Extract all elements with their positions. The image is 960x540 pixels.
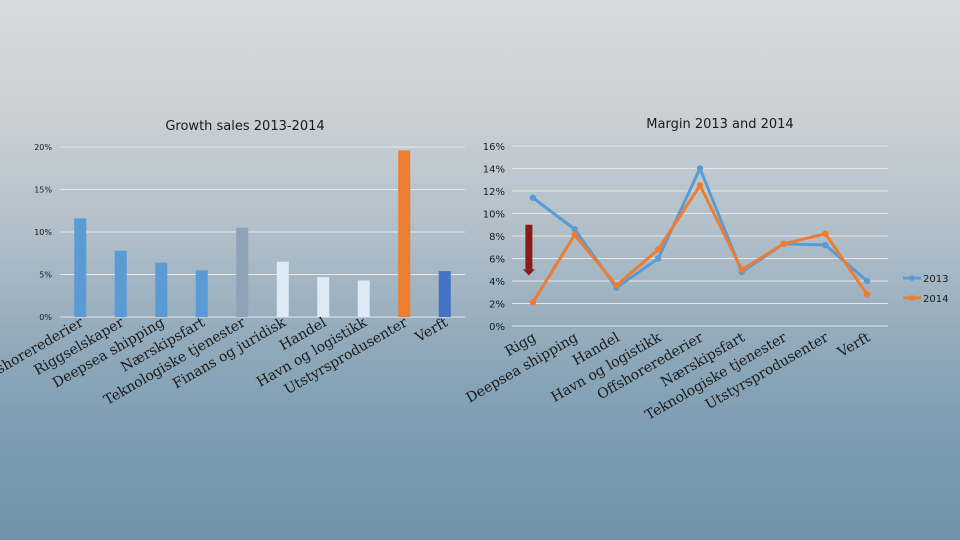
data-point: [696, 165, 704, 172]
y-tick-label: 14%: [483, 165, 505, 176]
bar: [398, 150, 411, 317]
data-point: [529, 299, 537, 306]
y-tick-label: 0%: [39, 313, 52, 322]
bar: [438, 271, 451, 317]
data-point: [863, 277, 871, 285]
y-tick-label: 10%: [483, 210, 505, 221]
y-tick-label: 5%: [39, 271, 52, 280]
margin-chart-title: Margin 2013 and 2014: [646, 117, 793, 132]
down-arrow-shaft: [525, 224, 533, 270]
y-tick-label: 6%: [489, 255, 505, 266]
bar: [276, 261, 289, 317]
y-tick-label: 12%: [483, 187, 505, 198]
data-point: [655, 255, 662, 262]
y-tick-label: 2%: [489, 300, 505, 311]
y-tick-label: 20%: [34, 143, 52, 152]
bar: [236, 227, 249, 317]
data-point: [822, 230, 829, 237]
y-tick-label: 0%: [489, 322, 505, 333]
data-point: [780, 240, 787, 248]
legend-label: 2013: [923, 274, 948, 285]
y-tick-label: 10%: [34, 228, 52, 237]
margin-chart: Margin 2013 and 2014 0% 2% 4% 6% 8% 10% 12% 14%…: [463, 117, 948, 424]
x-category-label: Verft: [834, 329, 873, 361]
data-point: [655, 246, 662, 253]
bar: [195, 270, 208, 317]
data-point: [529, 194, 537, 201]
down-arrow-head: [522, 269, 535, 276]
legend-marker: [909, 295, 915, 301]
bar: [74, 218, 87, 317]
bar: [114, 250, 127, 317]
data-point: [738, 266, 745, 273]
y-tick-label: 15%: [34, 186, 52, 195]
data-point: [863, 291, 871, 298]
legend-label: 2014: [923, 294, 948, 305]
y-tick-label: 8%: [489, 232, 505, 243]
y-tick-label: 16%: [483, 142, 505, 153]
legend-marker: [909, 275, 915, 281]
growth-sales-chart: Growth sales 2013-2014 0%5%10%15%20% Off…: [0, 119, 465, 409]
bar: [317, 277, 330, 317]
data-point: [696, 182, 704, 189]
growth-chart-title: Growth sales 2013-2014: [165, 119, 324, 134]
data-point: [613, 282, 620, 289]
y-tick-label: 4%: [489, 277, 505, 288]
bar: [357, 280, 370, 317]
x-category-label: Verft: [412, 314, 451, 346]
bar: [155, 262, 168, 317]
data-point: [822, 241, 829, 249]
data-point: [571, 231, 578, 239]
data-point: [571, 226, 578, 233]
